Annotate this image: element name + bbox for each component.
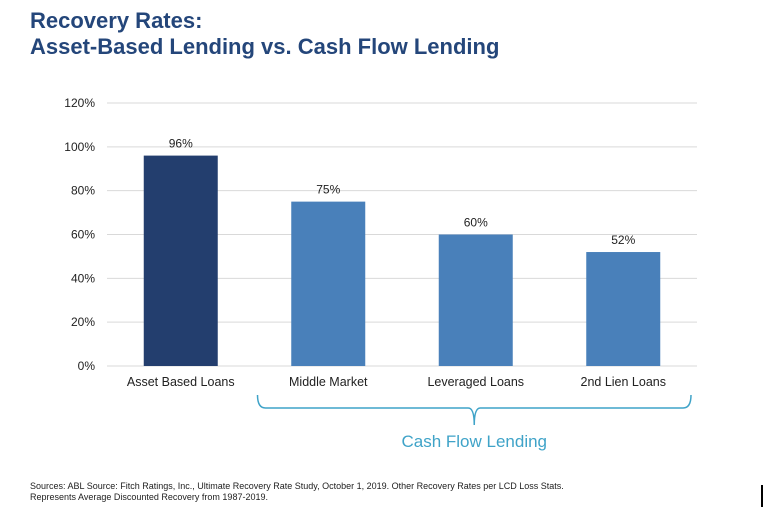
x-tick-label: 2nd Lien Loans [581,375,667,389]
bar [438,234,513,366]
chart-title: Recovery Rates: Asset-Based Lending vs. … [30,8,499,60]
text-cursor [761,485,763,507]
x-tick-label: Leveraged Loans [427,375,524,389]
group-label: Cash Flow Lending [401,432,547,451]
x-tick-label: Asset Based Loans [127,375,235,389]
y-tick-label: 100% [64,140,95,154]
source-footnote: Sources: ABL Source: Fitch Ratings, Inc.… [30,481,564,503]
footnote-line-1: Sources: ABL Source: Fitch Ratings, Inc.… [30,481,564,491]
bar [586,252,661,366]
y-tick-label: 20% [71,315,95,329]
data-label: 60% [464,216,488,230]
chart-title-line-1: Recovery Rates: [30,8,203,33]
y-tick-label: 40% [71,271,95,285]
data-label: 96% [169,137,193,151]
y-tick-label: 0% [78,359,96,373]
x-tick-label: Middle Market [289,375,368,389]
y-tick-label: 60% [71,228,95,242]
bar-chart: 0% 20% 40% 60% 80% 100% 120% 96% Asset Based Loa… [64,96,697,451]
bar [291,201,366,366]
y-tick-label: 120% [64,96,95,110]
chart-title-line-2: Asset-Based Lending vs. Cash Flow Lendin… [30,34,500,59]
data-label: 75% [316,183,340,197]
group-bracket [256,394,692,426]
y-tick-label: 80% [71,184,95,198]
footnote-line-2: Represents Average Discounted Recovery f… [30,492,268,502]
bar [143,155,218,366]
data-label: 52% [611,233,635,247]
